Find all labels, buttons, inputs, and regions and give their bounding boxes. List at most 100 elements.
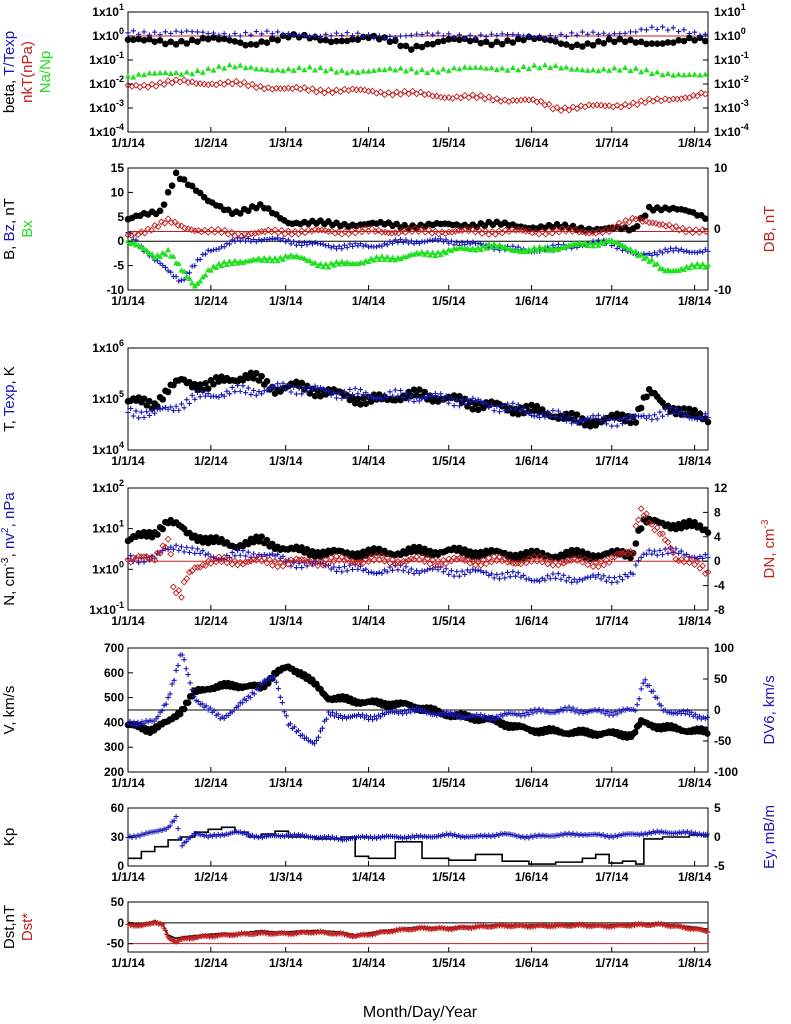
x-tick-label: 1/6/14	[515, 136, 549, 150]
series-1-mark	[627, 570, 634, 576]
series-1-mark	[590, 29, 596, 35]
series-1-mark	[681, 552, 687, 558]
series-1-mark	[288, 241, 294, 247]
series-3-mark	[196, 80, 204, 88]
series-2-mark	[402, 558, 410, 565]
series-1-mark	[566, 704, 572, 710]
series-0-mark	[274, 36, 281, 44]
series-1-mark	[144, 409, 150, 415]
series-group	[125, 813, 710, 865]
series-0-mark	[672, 525, 680, 533]
series-1-mark	[558, 31, 564, 37]
series-0-mark	[584, 40, 592, 47]
series-3-mark	[612, 224, 620, 232]
series-0-mark	[685, 405, 693, 413]
series-0-mark	[265, 205, 272, 212]
series-3-mark	[194, 226, 202, 234]
series-1-mark	[210, 30, 217, 36]
series-0-mark	[252, 41, 260, 48]
series-2-mark	[536, 64, 543, 71]
y-tick-label: 1x10-1	[89, 600, 124, 617]
series-2-mark	[191, 564, 199, 572]
series-3-mark	[692, 226, 700, 234]
series-1-mark	[280, 235, 286, 242]
y2-axis-label: DV6, km/s	[761, 675, 778, 744]
series-1-mark	[333, 246, 340, 252]
series-2-mark	[239, 259, 246, 265]
y-tick-label: 1x100	[92, 559, 124, 576]
series-0-mark	[573, 41, 581, 49]
series-1-mark	[539, 411, 545, 417]
series-2-mark	[635, 516, 642, 524]
series-1-mark	[555, 408, 561, 414]
series-1-mark	[408, 32, 414, 38]
series-1-mark	[296, 239, 302, 246]
series-1-mark	[609, 423, 615, 429]
series-1-mark	[499, 31, 505, 37]
series-2-mark	[704, 568, 712, 576]
series-1-mark	[601, 414, 607, 420]
series-1-mark	[488, 571, 495, 577]
series-2-mark	[547, 64, 554, 70]
series-1-mark	[398, 33, 404, 39]
series-0-mark	[611, 38, 618, 46]
series-1-mark	[424, 30, 430, 36]
series-2-mark	[397, 255, 404, 262]
series-1-mark	[333, 395, 340, 401]
series-1-mark	[328, 245, 334, 251]
series-1-mark	[504, 569, 511, 576]
x-tick-label: 1/5/14	[432, 294, 466, 308]
series-3-mark	[635, 215, 643, 222]
series-1-mark	[133, 237, 139, 243]
series-0-mark	[191, 532, 199, 540]
series-2-mark	[360, 68, 367, 74]
series-1-mark	[659, 552, 666, 558]
series-1-mark	[406, 706, 412, 712]
y-tick-label: 5	[117, 210, 124, 224]
series-1-mark	[387, 564, 393, 570]
series-2-mark	[432, 252, 439, 258]
series-1-mark	[464, 239, 471, 245]
series-1-mark	[499, 571, 505, 577]
series-2-mark	[619, 549, 626, 557]
series-0-mark	[220, 35, 228, 43]
series-1-mark	[638, 686, 644, 692]
series-3-mark	[548, 229, 556, 237]
series-0-mark	[474, 553, 482, 561]
series-2-mark	[538, 558, 546, 566]
series-2-mark	[608, 553, 616, 561]
series-0-mark	[702, 215, 709, 222]
series-1-mark	[251, 236, 257, 243]
series-1-mark	[226, 33, 233, 39]
series-2-mark	[290, 67, 297, 73]
series-2-mark	[616, 550, 624, 558]
series-1-mark	[547, 32, 553, 39]
series-2-mark	[274, 563, 282, 571]
series-1-mark	[176, 407, 182, 413]
series-2-mark	[151, 556, 159, 564]
series-0-mark	[408, 46, 415, 53]
series-1-mark	[363, 713, 370, 719]
series-3-mark	[291, 228, 299, 235]
series-0-mark	[605, 36, 613, 43]
series-1-mark	[504, 31, 511, 38]
series-0-mark	[472, 400, 479, 408]
series-2-mark	[640, 255, 647, 262]
series-2-mark	[429, 66, 436, 73]
series-3-mark	[321, 89, 328, 97]
series-2-mark	[592, 558, 600, 566]
series-2-mark	[295, 556, 303, 564]
series-1-mark	[179, 843, 185, 849]
series-1-mark	[512, 406, 519, 412]
series-2-mark	[210, 67, 217, 73]
x-tick-label: 1/3/14	[269, 870, 303, 884]
series-1-mark	[697, 248, 703, 254]
series-1-mark	[341, 564, 348, 570]
series-1-mark	[275, 551, 281, 557]
series-1-mark	[261, 552, 267, 558]
series-1-mark	[288, 389, 294, 395]
series-2-mark	[140, 553, 148, 561]
y2-tick-label: 1x10-1	[714, 50, 749, 67]
series-1-mark	[251, 387, 257, 394]
series-2-mark	[272, 254, 279, 261]
